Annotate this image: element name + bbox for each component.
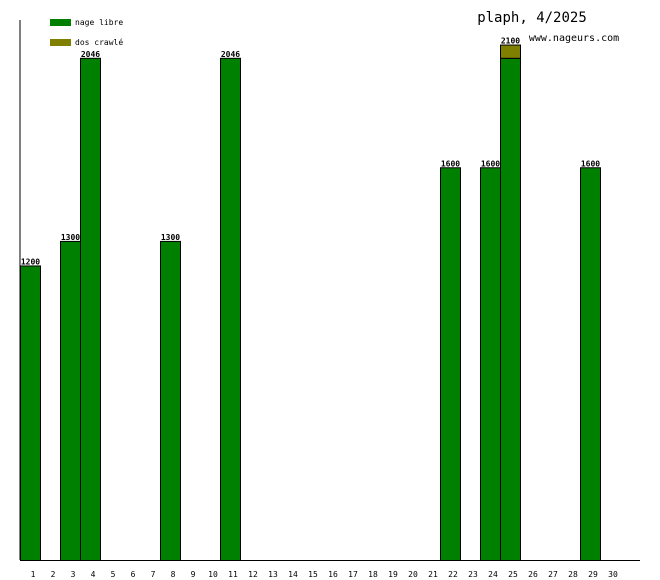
x-tick-3: 3 (71, 570, 76, 579)
x-tick-2: 2 (51, 570, 56, 579)
bar-day-25-series-0 (500, 57, 521, 562)
x-tick-16: 16 (328, 570, 338, 579)
x-tick-14: 14 (288, 570, 298, 579)
bar-day-25-series-1 (500, 44, 521, 59)
bar-day-11-series-0 (220, 57, 241, 562)
bar-day-1-series-0 (20, 265, 41, 561)
x-tick-4: 4 (91, 570, 96, 579)
chart-title: plaph, 4/2025 (477, 10, 587, 26)
data-label-day-4: 2046 (81, 50, 100, 59)
x-tick-26: 26 (528, 570, 538, 579)
data-label-day-1: 1200 (21, 257, 40, 266)
legend: nage libre dos crawlé (50, 18, 123, 47)
x-tick-19: 19 (388, 570, 398, 579)
legend-swatch-dos-crawle (50, 39, 71, 46)
x-tick-27: 27 (548, 570, 558, 579)
x-tick-24: 24 (488, 570, 498, 579)
x-tick-21: 21 (428, 570, 438, 579)
x-tick-1: 1 (31, 570, 36, 579)
x-tick-labels: 1 2 3 4 5 6 7 8 9 10 11 12 13 14 15 16 17 18 19 20 21 22 23 24 2… (31, 570, 618, 579)
bar-day-22-series-0 (440, 167, 461, 561)
data-label-day-3: 1300 (61, 233, 80, 242)
x-tick-8: 8 (171, 570, 176, 579)
data-label-day-22: 1600 (441, 159, 460, 168)
data-label-day-24: 1600 (481, 159, 500, 168)
legend-label-nage-libre: nage libre (75, 18, 123, 27)
data-label-day-8: 1300 (161, 233, 180, 242)
x-tick-23: 23 (468, 570, 478, 579)
data-labels: 1200 1300 2046 1300 2046 1600 1600 2100 1600 (21, 37, 600, 267)
x-tick-28: 28 (568, 570, 578, 579)
x-tick-29: 29 (588, 570, 598, 579)
data-label-day-29: 1600 (581, 159, 600, 168)
data-label-day-25: 2100 (501, 37, 520, 46)
x-tick-9: 9 (191, 570, 196, 579)
bar-day-8-series-0 (160, 240, 181, 561)
chart-subtitle: www.nageurs.com (529, 33, 619, 44)
bar-day-4-series-0 (80, 57, 101, 562)
legend-swatch-nage-libre (50, 19, 71, 26)
bar-day-3-series-0 (60, 240, 81, 561)
bar-day-29-series-0 (580, 167, 601, 561)
legend-label-dos-crawle: dos crawlé (75, 37, 123, 47)
bar-day-24-series-0 (480, 167, 501, 561)
x-tick-20: 20 (408, 570, 418, 579)
bars (20, 44, 601, 562)
x-tick-13: 13 (268, 570, 278, 579)
x-tick-17: 17 (348, 570, 358, 579)
x-tick-18: 18 (368, 570, 378, 579)
x-tick-30: 30 (608, 570, 618, 579)
x-tick-5: 5 (111, 570, 116, 579)
x-tick-15: 15 (308, 570, 318, 579)
x-tick-10: 10 (208, 570, 218, 579)
data-label-day-11: 2046 (221, 50, 240, 59)
x-tick-11: 11 (228, 570, 238, 579)
x-tick-25: 25 (508, 570, 518, 579)
x-tick-6: 6 (131, 570, 136, 579)
x-tick-7: 7 (151, 570, 156, 579)
x-tick-12: 12 (248, 570, 258, 579)
x-tick-22: 22 (448, 570, 458, 579)
